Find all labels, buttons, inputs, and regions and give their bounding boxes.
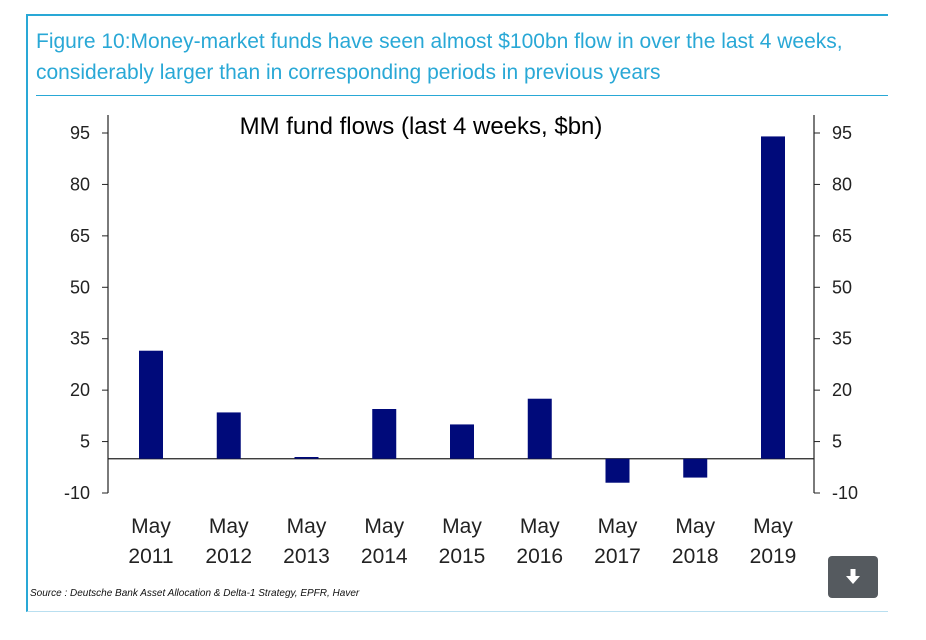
- x-category-label: May: [442, 515, 482, 538]
- x-category-label: 2017: [594, 545, 641, 568]
- right-y-tick-label: -10: [832, 483, 858, 503]
- x-category-label: 2019: [750, 545, 797, 568]
- right-y-tick-label: 65: [832, 226, 852, 246]
- bars-layer: [139, 136, 785, 483]
- labels-layer: 95 95 80 80 65 65 50 50 35 35 20 20 5 5 -10 -10 May 2011 M…: [64, 123, 858, 568]
- x-category-label: 2018: [672, 545, 719, 568]
- x-category-label: 2013: [283, 545, 330, 568]
- right-y-tick-label: 35: [832, 329, 852, 349]
- bar: [139, 350, 163, 459]
- right-y-tick-label: 95: [832, 123, 852, 143]
- left-y-tick-label: 20: [70, 380, 90, 400]
- right-y-tick-label: 50: [832, 277, 852, 297]
- chart-title: MM fund flows (last 4 weeks, $bn): [240, 113, 603, 140]
- left-y-tick-label: 65: [70, 226, 90, 246]
- bar: [294, 457, 319, 459]
- figure-frame: [26, 14, 888, 612]
- x-category-label: 2011: [128, 545, 173, 568]
- x-category-label: May: [364, 515, 404, 538]
- bar: [216, 412, 241, 459]
- right-y-tick-label: 20: [832, 380, 852, 400]
- bar: [450, 424, 474, 459]
- x-category-label: May: [209, 515, 249, 538]
- x-category-label: May: [287, 515, 327, 538]
- bar: [372, 409, 397, 459]
- bar: [683, 458, 708, 478]
- left-y-tick-label: 5: [80, 432, 90, 452]
- x-category-label: 2012: [205, 545, 252, 568]
- x-category-label: May: [520, 515, 560, 538]
- bar: [605, 458, 630, 483]
- download-button[interactable]: [828, 556, 878, 598]
- x-category-label: 2014: [361, 545, 408, 568]
- right-y-tick-label: 80: [832, 174, 852, 194]
- bar: [761, 136, 785, 459]
- x-category-label: May: [753, 515, 793, 538]
- x-category-label: 2015: [439, 545, 486, 568]
- x-category-label: May: [131, 515, 171, 538]
- heading-divider: [36, 95, 888, 96]
- left-y-tick-label: 50: [70, 277, 90, 297]
- left-y-tick-label: 80: [70, 174, 90, 194]
- figure-heading: Figure 10:Money-market funds have seen a…: [36, 30, 843, 84]
- right-y-tick-label: 5: [832, 432, 842, 452]
- bar: [527, 398, 552, 459]
- axes-layer: [102, 115, 820, 494]
- x-category-label: 2016: [516, 545, 563, 568]
- source-note: Source : Deutsche Bank Asset Allocation …: [30, 588, 360, 599]
- x-category-label: May: [675, 515, 715, 538]
- left-y-tick-label: -10: [64, 483, 90, 503]
- x-category-label: May: [598, 515, 638, 538]
- left-y-tick-label: 35: [70, 329, 90, 349]
- left-y-tick-label: 95: [70, 123, 90, 143]
- download-icon: [846, 569, 860, 584]
